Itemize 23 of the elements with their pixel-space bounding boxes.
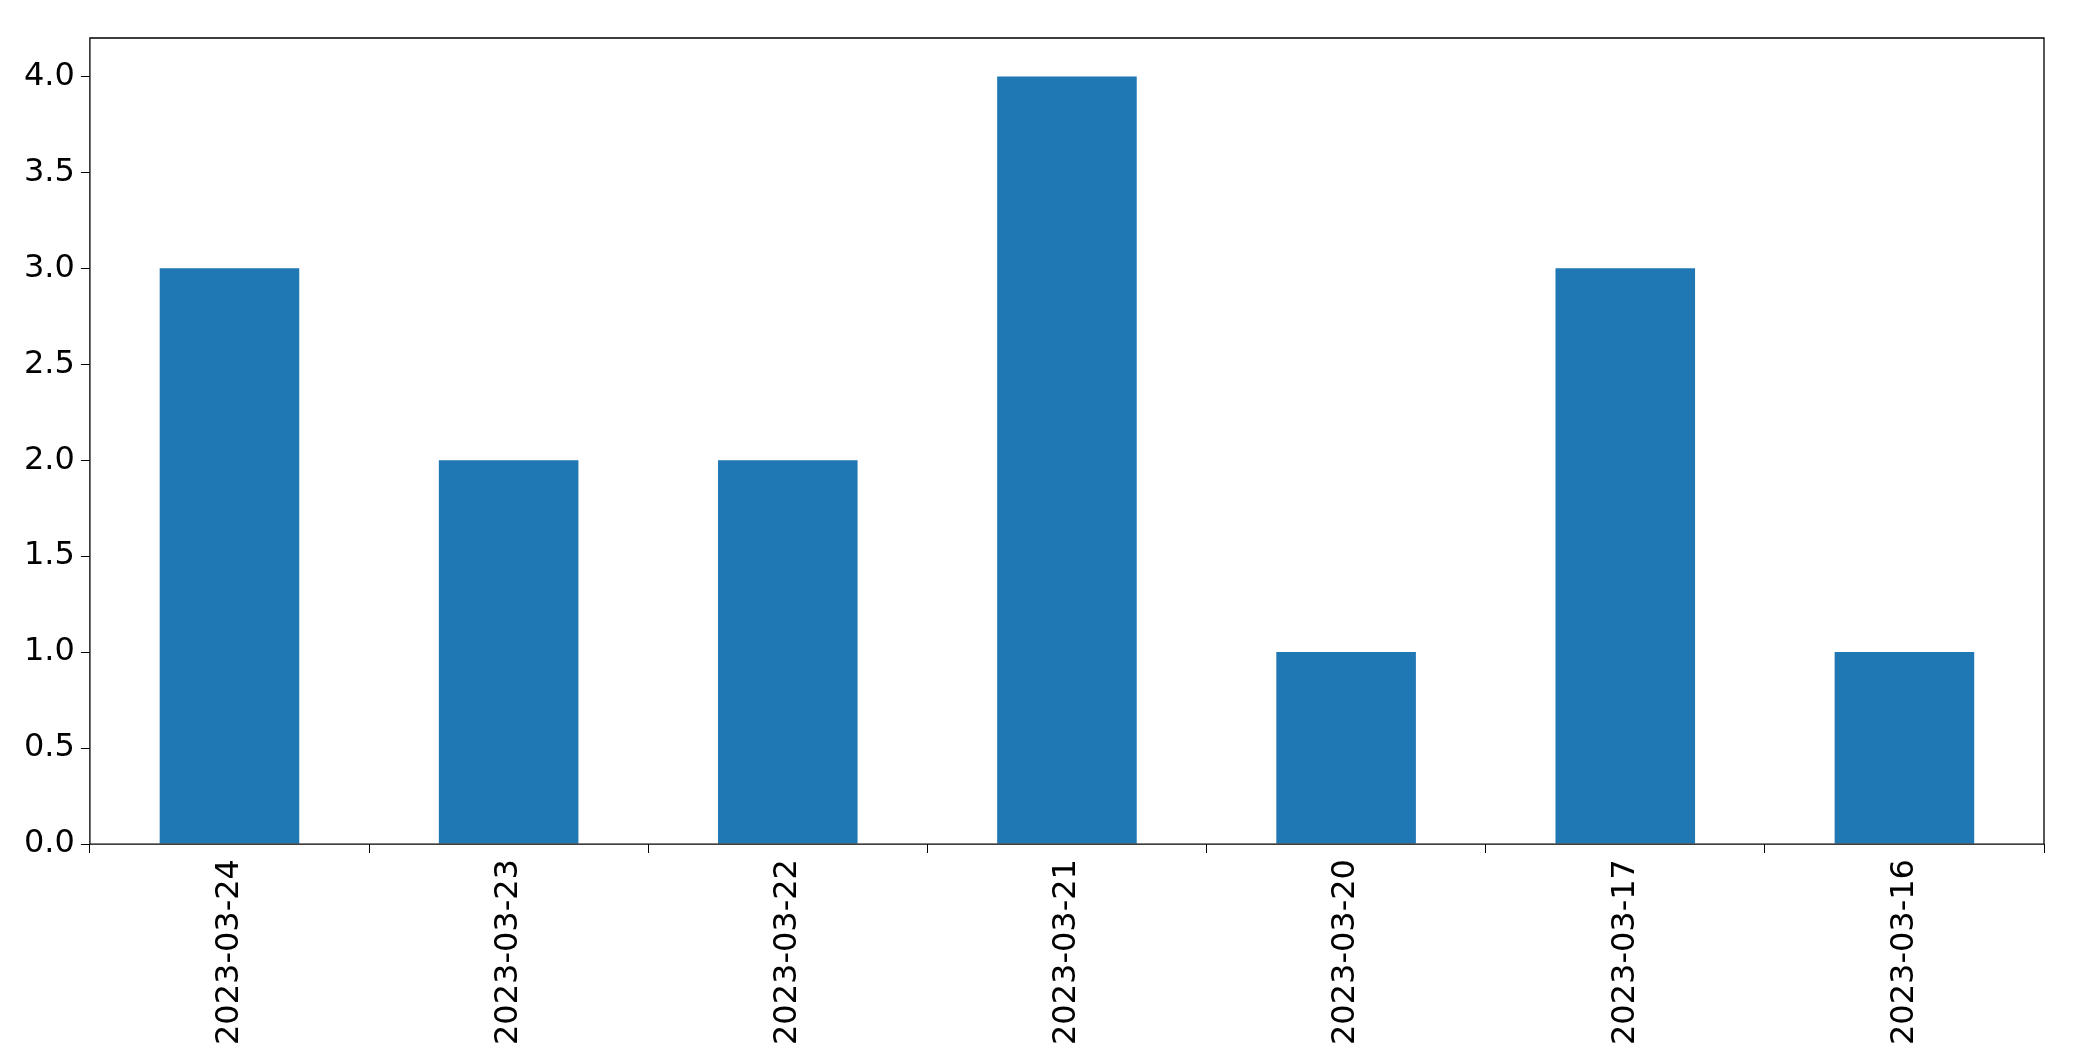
bar [438,460,579,844]
y-tick-label: 3.0 [24,246,75,285]
bar [1555,268,1696,844]
x-tick-label: 2023-03-23 [486,859,525,1045]
y-tick-label: 0.0 [24,822,75,861]
y-tick-label: 2.5 [24,342,75,381]
y-tick-label: 1.5 [24,534,75,573]
x-tick-label: 2023-03-17 [1603,859,1642,1045]
x-tick-label: 2023-03-16 [1882,859,1921,1045]
y-tick-label: 1.0 [24,630,75,669]
bar [718,460,858,844]
bar [1834,652,1975,844]
y-tick-label: 4.0 [24,54,75,93]
x-tick-label: 2023-03-20 [1324,859,1363,1045]
y-tick-label: 3.5 [24,150,75,189]
x-tick-label: 2023-03-24 [207,859,246,1045]
x-tick-label: 2023-03-21 [1045,859,1084,1045]
x-tick-label: 2023-03-22 [766,859,805,1045]
bar [159,268,300,844]
bar [1276,652,1416,844]
y-tick-label: 2.0 [24,438,75,477]
y-tick-label: 0.5 [24,726,75,765]
bar [997,76,1137,844]
